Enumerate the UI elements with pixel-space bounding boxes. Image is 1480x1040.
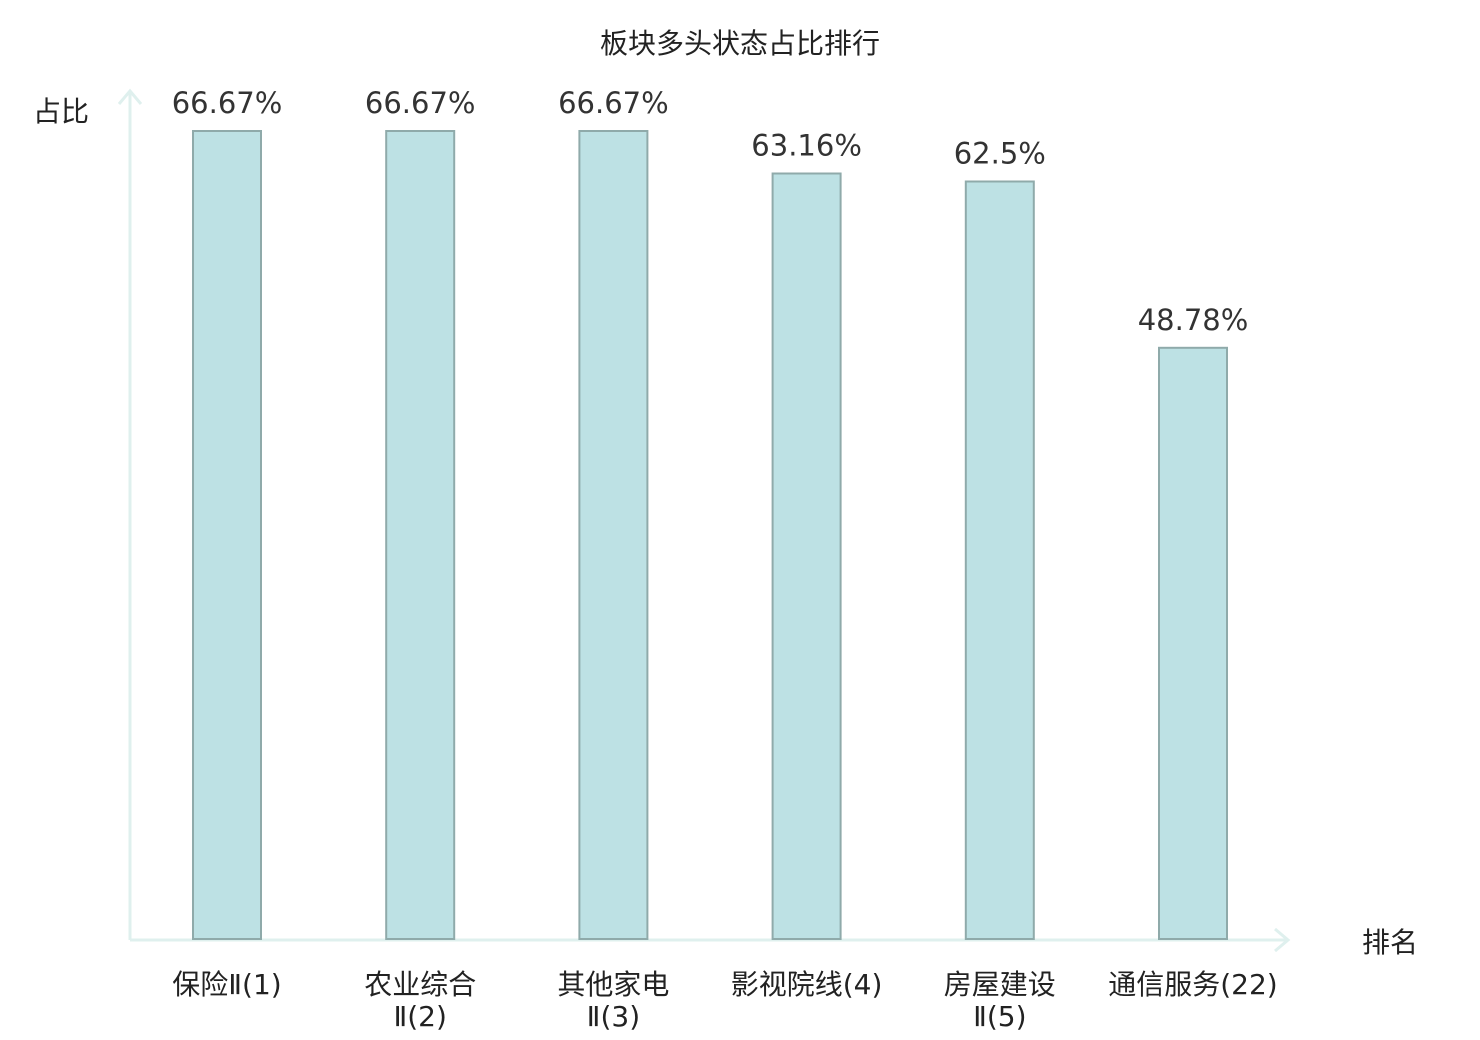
category-label-3: 其他家电 Ⅱ(3) xyxy=(557,968,669,1033)
value-labels: 66.67% 66.67% 66.67% 63.16% 62.5% 48.78% xyxy=(172,86,1249,337)
category-label-1: 保险Ⅱ(1) xyxy=(172,968,281,1001)
bar-1 xyxy=(192,130,262,940)
category-label-6: 通信服务(22) xyxy=(1108,968,1277,1001)
bar-4 xyxy=(771,172,842,940)
bar-2 xyxy=(385,130,456,940)
bar-5 xyxy=(964,180,1035,940)
value-label-5: 62.5% xyxy=(954,137,1046,171)
value-label-3: 66.67% xyxy=(558,86,669,120)
value-label-4: 63.16% xyxy=(751,129,862,163)
value-label-6: 48.78% xyxy=(1138,303,1249,337)
x-axis-label: 排名 xyxy=(1362,926,1418,959)
bars xyxy=(192,130,1228,940)
axes xyxy=(117,88,1291,953)
chart-title: 板块多头状态占比排行 xyxy=(600,27,880,60)
value-label-1: 66.67% xyxy=(172,86,283,120)
category-label-2: 农业综合 Ⅱ(2) xyxy=(364,968,476,1033)
category-label-5: 房屋建设 Ⅱ(5) xyxy=(944,968,1056,1033)
x-axis-arrow xyxy=(1274,927,1291,953)
bar-6 xyxy=(1158,346,1228,940)
category-labels: 保险Ⅱ(1) 农业综合 Ⅱ(2) 其他家电 Ⅱ(3) 影视院线(4) 房屋建设 Ⅱ(5) 通信服… xyxy=(172,968,1277,1033)
category-label-4: 影视院线(4) xyxy=(731,968,883,1001)
y-axis-label: 占比 xyxy=(33,95,89,128)
y-axis-arrow xyxy=(117,88,143,105)
value-label-2: 66.67% xyxy=(365,86,476,120)
bar-3 xyxy=(578,130,649,940)
